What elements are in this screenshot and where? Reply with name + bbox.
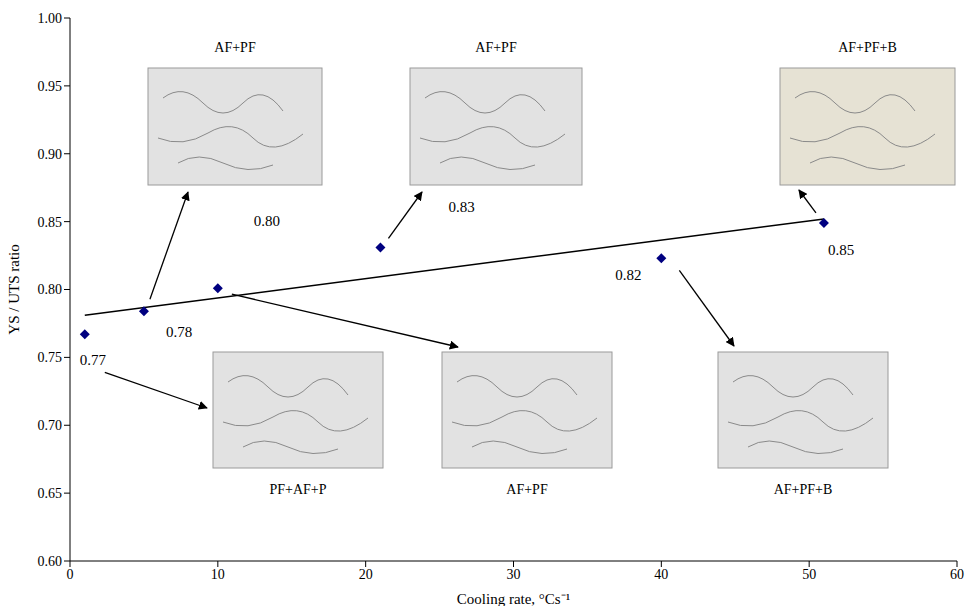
svg-text:0.85: 0.85 bbox=[38, 215, 63, 230]
svg-text:40: 40 bbox=[654, 567, 668, 582]
svg-text:0.65: 0.65 bbox=[38, 486, 63, 501]
svg-text:0.85: 0.85 bbox=[828, 242, 854, 258]
svg-text:PF+AF+P: PF+AF+P bbox=[269, 482, 326, 497]
svg-text:0.70: 0.70 bbox=[38, 418, 63, 433]
svg-text:0.60: 0.60 bbox=[38, 554, 63, 569]
svg-text:AF+PF+B: AF+PF+B bbox=[838, 40, 897, 55]
svg-text:0: 0 bbox=[67, 567, 74, 582]
svg-text:1.00: 1.00 bbox=[38, 11, 63, 26]
svg-text:Cooling rate, °Cs⁻¹: Cooling rate, °Cs⁻¹ bbox=[457, 591, 570, 606]
svg-text:YS / UTS ratio: YS / UTS ratio bbox=[6, 244, 22, 334]
svg-text:50: 50 bbox=[802, 567, 816, 582]
svg-text:60: 60 bbox=[950, 567, 964, 582]
svg-text:0.77: 0.77 bbox=[80, 352, 107, 368]
svg-text:0.83: 0.83 bbox=[448, 199, 474, 215]
svg-text:20: 20 bbox=[359, 567, 373, 582]
svg-text:0.82: 0.82 bbox=[615, 267, 641, 283]
svg-text:AF+PF: AF+PF bbox=[475, 40, 517, 55]
svg-text:10: 10 bbox=[211, 567, 225, 582]
svg-text:AF+PF+B: AF+PF+B bbox=[774, 482, 833, 497]
svg-text:0.90: 0.90 bbox=[38, 147, 63, 162]
svg-text:0.80: 0.80 bbox=[38, 282, 63, 297]
svg-text:0.95: 0.95 bbox=[38, 79, 63, 94]
svg-text:AF+PF: AF+PF bbox=[506, 482, 548, 497]
svg-text:30: 30 bbox=[507, 567, 521, 582]
svg-text:0.80: 0.80 bbox=[254, 213, 280, 229]
svg-text:0.78: 0.78 bbox=[166, 324, 192, 340]
svg-text:0.75: 0.75 bbox=[38, 350, 63, 365]
svg-text:AF+PF: AF+PF bbox=[214, 40, 256, 55]
